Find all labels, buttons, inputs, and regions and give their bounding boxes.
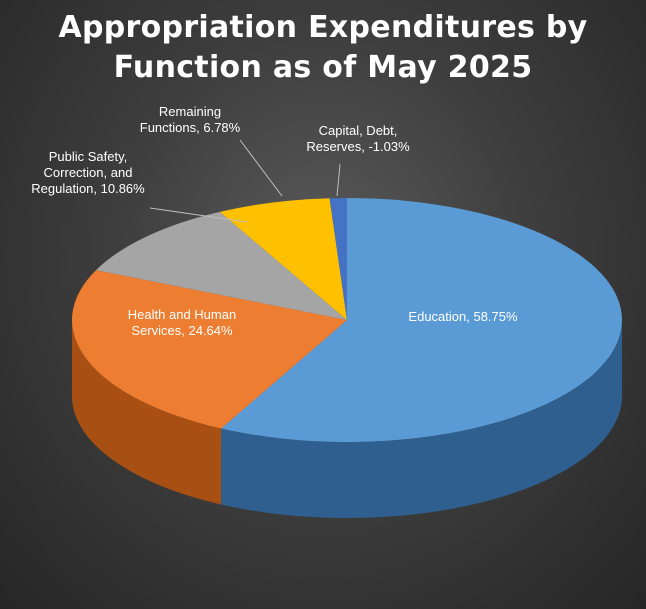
data-label-line: Capital, Debt,: [319, 123, 398, 138]
leader-line-public-safety-correction-and-regulation: [149, 207, 248, 223]
pie-slice-education: [221, 198, 623, 442]
data-label-line: Remaining: [159, 104, 221, 119]
chart-title: Appropriation Expenditures by Function a…: [0, 8, 646, 88]
data-label-line: Health and Human: [128, 307, 236, 322]
data-label-education: Education, 58.75%: [408, 309, 518, 324]
leader-line-capital-debt-reserves: [336, 163, 341, 197]
data-label-capital-debt-reserves: Capital, Debt, Reserves, -1.03%: [306, 123, 410, 154]
data-label-remaining-functions: Remaining Functions, 6.78%: [140, 104, 241, 135]
pie-tops: [71, 198, 623, 442]
data-label-line: Services, 24.64%: [131, 323, 233, 338]
pie-sides: [72, 320, 622, 518]
data-label-line: Public Safety,: [49, 149, 128, 164]
pie-side-health-and-human-services: [72, 320, 222, 505]
pie-slice-public-safety-correction-and-regulation: [96, 211, 347, 320]
pie-slice-remaining-functions: [219, 198, 347, 320]
data-label-line: Reserves, -1.03%: [306, 139, 410, 154]
data-label-line: Functions, 6.78%: [140, 120, 241, 135]
leader-line-remaining-functions: [239, 139, 283, 197]
pie-side-education: [221, 320, 622, 518]
chart-title-line-2: Function as of May 2025: [113, 50, 533, 85]
data-label-line: Correction, and: [44, 165, 133, 180]
pie-labels: Education, 58.75% Health and Human Service…: [31, 104, 518, 338]
data-label-public-safety-correction-and-regulation: Public Safety, Correction, and Regulation,…: [31, 149, 145, 196]
pie-slice-capital-debt-reserves: [329, 198, 347, 320]
data-label-line: Education, 58.75%: [408, 309, 518, 324]
data-label-health-and-human-services: Health and Human Services, 24.64%: [128, 307, 236, 338]
data-label-line: Regulation, 10.86%: [31, 181, 145, 196]
chart-title-line-1: Appropriation Expenditures by: [58, 10, 588, 45]
pie-slice-health-and-human-services: [71, 270, 347, 429]
